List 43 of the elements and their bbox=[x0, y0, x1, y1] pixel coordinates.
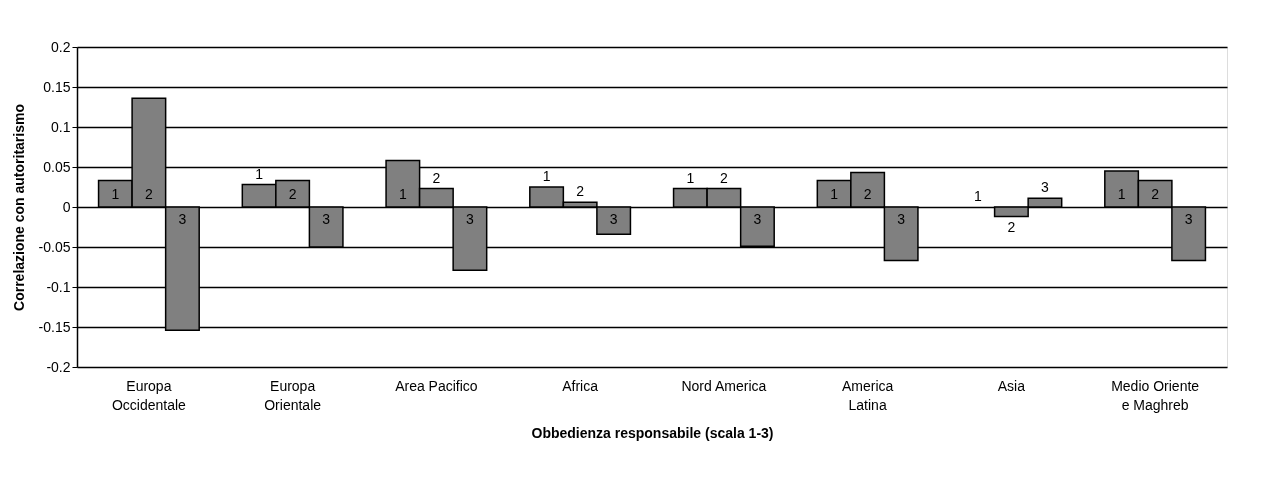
text: 3 bbox=[753, 211, 762, 227]
text: 2 bbox=[863, 186, 872, 202]
y-tick-label: 0.1 bbox=[51, 118, 71, 135]
x-tick-label: Europa Orientale bbox=[264, 377, 322, 413]
text: 3 bbox=[897, 211, 906, 227]
y-tick-label: 0 bbox=[62, 198, 71, 215]
y-tick-label: -0.2 bbox=[46, 358, 71, 375]
x-tick-label: Asia bbox=[997, 377, 1026, 394]
text: 1 bbox=[973, 188, 982, 204]
text: 1 bbox=[830, 186, 838, 202]
text: 3 bbox=[178, 211, 187, 227]
y-tick-label: 0.15 bbox=[43, 78, 71, 95]
text: 3 bbox=[1184, 211, 1193, 227]
series-label: 3 bbox=[1041, 179, 1050, 196]
text: 3 bbox=[322, 211, 331, 227]
text: 2 bbox=[1151, 186, 1160, 202]
x-tick-label: America Latina bbox=[841, 377, 894, 413]
text: 1 bbox=[1117, 186, 1126, 202]
text: 2 bbox=[144, 186, 153, 202]
y-axis-title: Correlazione con autoritarismo bbox=[10, 104, 27, 311]
text: 2 bbox=[576, 183, 585, 200]
y-tick-label: 0.2 bbox=[51, 38, 71, 55]
text: 2 bbox=[432, 169, 441, 186]
text: 1 bbox=[111, 186, 120, 202]
text: 2 bbox=[719, 169, 728, 186]
y-tick-label: -0.15 bbox=[38, 318, 71, 335]
text: 3 bbox=[466, 211, 474, 227]
text: 3 bbox=[609, 211, 618, 227]
text: 2 bbox=[288, 186, 297, 202]
x-tick-label: Africa bbox=[562, 377, 599, 394]
series-label: 1 bbox=[255, 165, 264, 182]
x-axis-title: Obbedienza responsabile (scala 1-3) bbox=[531, 424, 774, 441]
text: 1 bbox=[398, 186, 407, 202]
text: 1 bbox=[542, 168, 551, 184]
text: 1 bbox=[686, 169, 695, 186]
y-tick-label: -0.05 bbox=[38, 238, 71, 255]
y-tick-label: -0.1 bbox=[46, 278, 71, 295]
series-label: 2 bbox=[1007, 218, 1016, 235]
x-tick-label: Europa Occidentale bbox=[111, 377, 187, 413]
x-tick-label: Medio Oriente e Maghreb bbox=[1111, 377, 1200, 413]
x-tick-label: Nord America bbox=[681, 377, 767, 394]
x-tick-label: Area Pacifico bbox=[395, 377, 478, 394]
y-tick-label: 0.05 bbox=[43, 158, 71, 175]
